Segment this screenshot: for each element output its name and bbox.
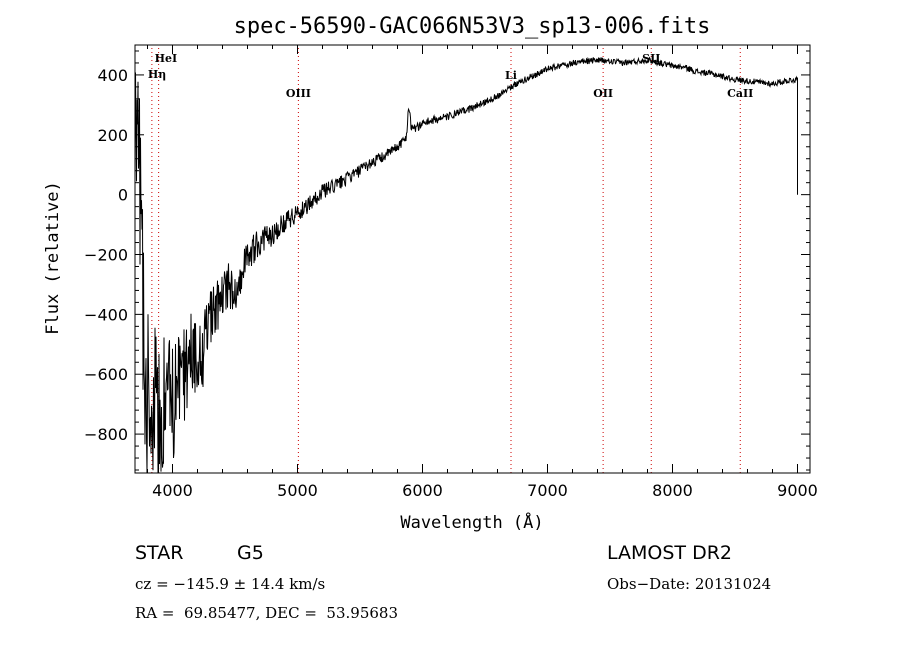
spectral-line-label: HeI bbox=[155, 52, 178, 65]
object-class: STAR bbox=[135, 542, 184, 564]
y-tick-label: −200 bbox=[84, 246, 128, 265]
spectrum-series-line bbox=[134, 56, 798, 474]
spectral-line-label: Li bbox=[505, 69, 517, 82]
x-axis-label: Wavelength (Å) bbox=[400, 511, 543, 533]
obs-date: Obs−Date: 20131024 bbox=[607, 575, 772, 593]
y-tick-label: −800 bbox=[84, 425, 128, 444]
redshift-cz: cz = −145.9 ± 14.4 km/s bbox=[135, 575, 326, 593]
spectrum-chart: spec-56590-GAC066N53V3_sp13-006.fits HeI… bbox=[43, 14, 818, 533]
y-tick-label: −600 bbox=[84, 365, 128, 384]
chart-title: spec-56590-GAC066N53V3_sp13-006.fits bbox=[234, 14, 711, 39]
axes: 4000 5000 6000 7000 8000 9000−800−600−400−200… bbox=[84, 45, 818, 500]
spectral-line-label: Hη bbox=[148, 68, 166, 81]
spectral-line-label: OII bbox=[593, 87, 613, 100]
y-tick-label: 200 bbox=[97, 126, 128, 145]
x-tick-label: 6000 bbox=[402, 481, 443, 500]
plot-frame bbox=[134, 44, 811, 474]
x-tick-label: 9000 bbox=[777, 481, 818, 500]
y-axis-label: Flux (relative) bbox=[43, 181, 63, 335]
spectral-line-label: CaII bbox=[727, 87, 753, 100]
spectral-line-label: OIII bbox=[286, 87, 311, 100]
x-tick-label: 4000 bbox=[152, 481, 193, 500]
y-tick-label: 0 bbox=[118, 186, 128, 205]
subclass: G5 bbox=[237, 542, 264, 564]
survey-name: LAMOST DR2 bbox=[607, 542, 732, 564]
ra-dec-coordinates: RA = 69.85477, DEC = 53.95683 bbox=[135, 604, 399, 622]
y-tick-label: −400 bbox=[84, 305, 128, 324]
x-tick-label: 8000 bbox=[652, 481, 693, 500]
x-tick-label: 5000 bbox=[277, 481, 318, 500]
y-tick-label: 400 bbox=[97, 66, 128, 85]
x-tick-label: 7000 bbox=[527, 481, 568, 500]
